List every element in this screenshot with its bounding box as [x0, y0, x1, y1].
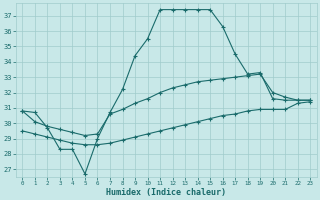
X-axis label: Humidex (Indice chaleur): Humidex (Indice chaleur): [106, 188, 226, 197]
